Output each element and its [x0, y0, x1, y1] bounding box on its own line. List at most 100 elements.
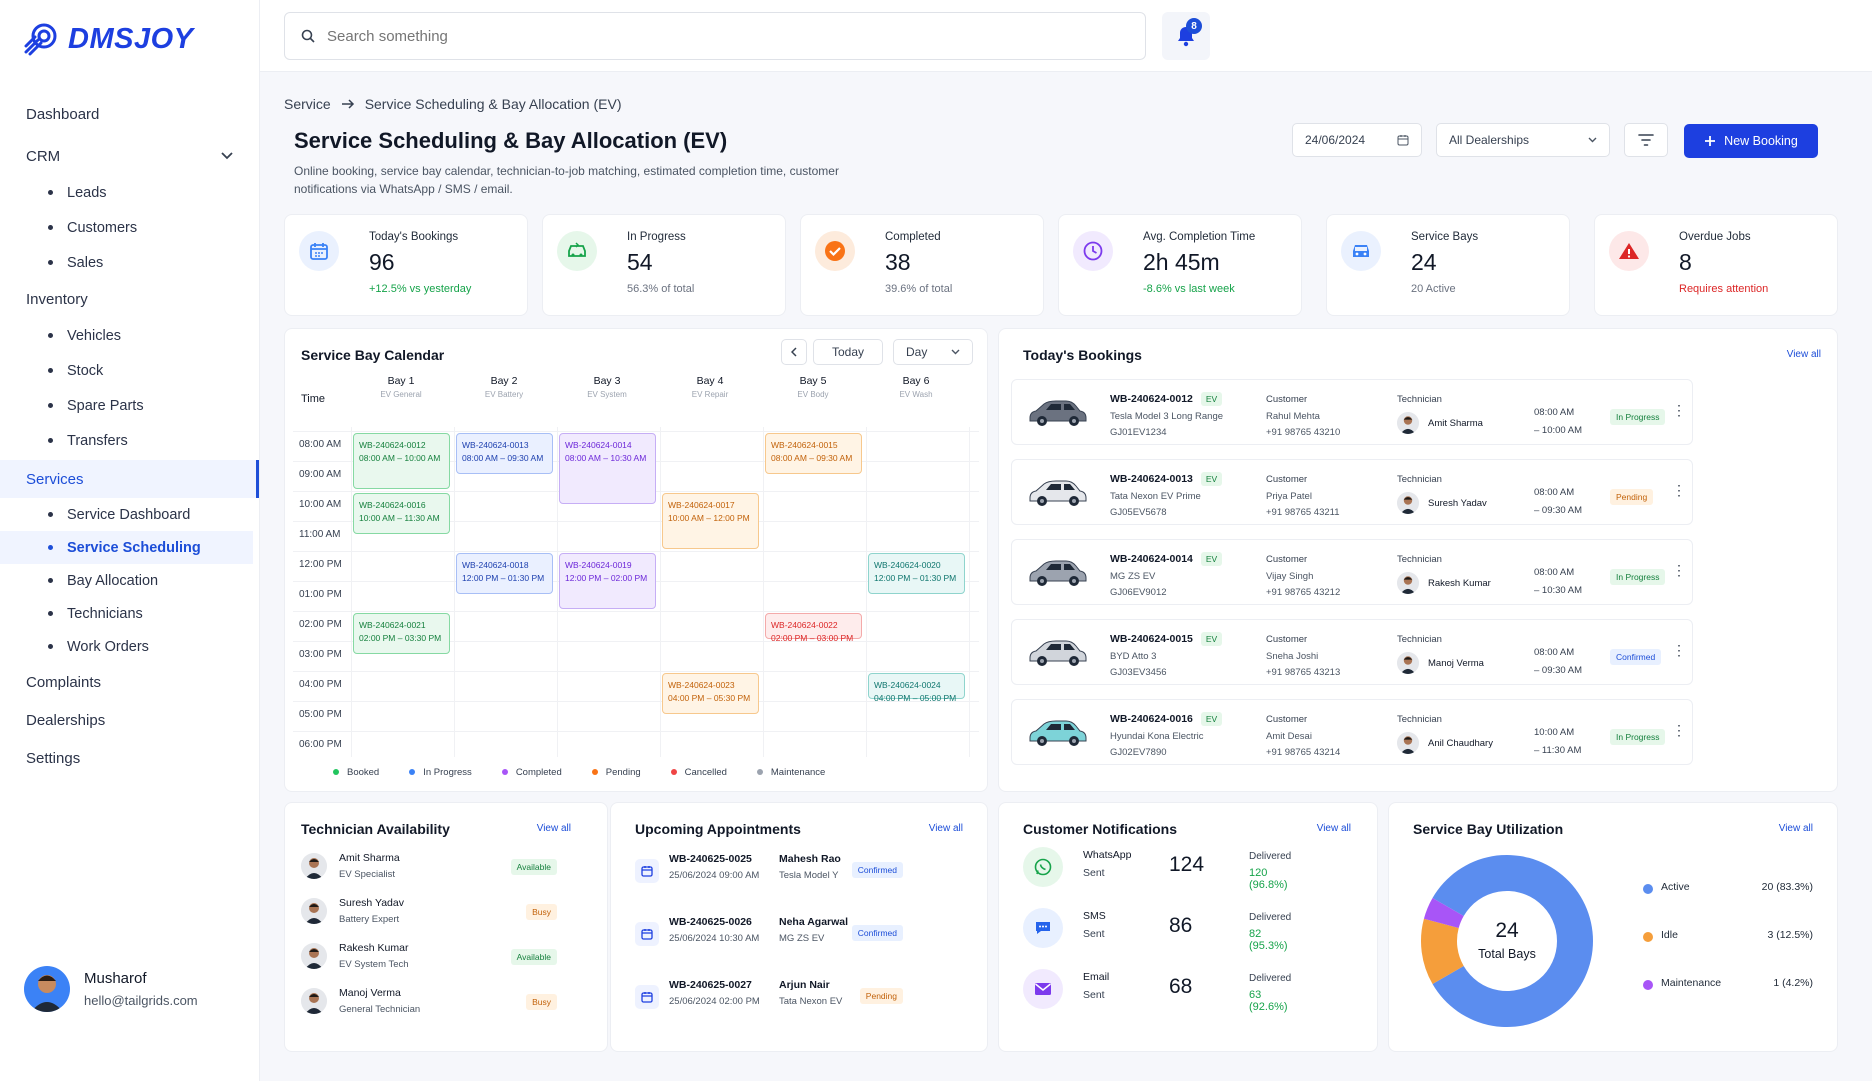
booking-row[interactable]: WB-240624-0016 EV Hyundai Kona Electric GJ0…	[1011, 699, 1693, 765]
calendar-view-select[interactable]: Day	[893, 339, 973, 365]
sidebar-item-work-orders[interactable]: Work Orders	[0, 630, 259, 663]
appointment-row[interactable]: WB-240625-0025 25/06/2024 09:00 AM Mahesh …	[635, 853, 903, 899]
user-profile[interactable]: Musharof hello@tailgrids.com	[24, 966, 198, 1012]
calendar-today-button[interactable]: Today	[813, 339, 883, 365]
breadcrumb-parent[interactable]: Service	[284, 96, 331, 112]
customer-name: Mahesh Rao	[779, 853, 841, 865]
notifications-button[interactable]: 8	[1162, 12, 1210, 60]
donut-slice-maintenance[interactable]	[1423, 898, 1464, 929]
technician-label: Technician	[1397, 634, 1442, 645]
calendar-prev-button[interactable]	[781, 339, 807, 365]
calendar-event[interactable]: WB-240624-0021 02:00 PM – 03:30 PM	[353, 613, 450, 654]
view-all-link[interactable]: View all	[1316, 823, 1351, 834]
search-box[interactable]	[284, 12, 1146, 60]
more-options-icon[interactable]: ⋮	[1672, 482, 1686, 498]
search-input[interactable]	[327, 27, 1107, 45]
calendar-event[interactable]: WB-240624-0016 10:00 AM – 11:30 AM	[353, 493, 450, 534]
view-all-link[interactable]: View all	[536, 823, 571, 834]
stat-card-completed[interactable]: Completed 38 39.6% of total	[800, 214, 1044, 316]
more-options-icon[interactable]: ⋮	[1672, 562, 1686, 578]
event-time: 08:00 AM – 09:30 AM	[462, 453, 544, 463]
sidebar-item-complaints[interactable]: Complaints	[0, 663, 259, 701]
legend-dot	[333, 769, 339, 775]
booking-row[interactable]: WB-240624-0012 EV Tesla Model 3 Long Range…	[1011, 379, 1693, 445]
calendar-event[interactable]: WB-240624-0013 08:00 AM – 09:30 AM	[456, 433, 553, 474]
calendar-event[interactable]: WB-240624-0019 12:00 PM – 02:00 PM	[559, 553, 656, 609]
bay-name: Bay 3	[593, 375, 621, 387]
more-options-icon[interactable]: ⋮	[1672, 402, 1686, 418]
technician-row[interactable]: Amit Sharma EV Specialist Available	[301, 849, 557, 889]
sidebar-item-service-scheduling[interactable]: Service Scheduling	[0, 531, 253, 564]
technician-row[interactable]: Manoj Verma General Technician Busy	[301, 984, 557, 1024]
notification-row[interactable]: WhatsApp Sent 124 Delivered 120 (96.8%)	[1023, 843, 1291, 891]
appointment-row[interactable]: WB-240625-0026 25/06/2024 10:30 AM Neha Ag…	[635, 916, 903, 962]
stat-card-in-progress[interactable]: In Progress 54 56.3% of total	[542, 214, 786, 316]
view-all-link[interactable]: View all	[1786, 349, 1821, 360]
customer-notifications-card: Customer Notifications View all WhatsApp…	[998, 802, 1378, 1052]
technician-name: Anil Chaudhary	[1428, 738, 1493, 749]
sidebar-item-customers[interactable]: Customers	[0, 210, 259, 245]
sidebar-item-service-dashboard[interactable]: Service Dashboard	[0, 498, 259, 531]
legend-label: Maintenance	[770, 767, 826, 778]
sidebar-item-technicians[interactable]: Technicians	[0, 597, 259, 630]
sidebar-item-stock[interactable]: Stock	[0, 353, 259, 388]
sidebar-item-sales[interactable]: Sales	[0, 245, 259, 280]
sidebar-item-settings[interactable]: Settings	[0, 739, 259, 777]
event-time: 10:00 AM – 11:30 AM	[359, 513, 440, 523]
avatar	[24, 966, 70, 1012]
more-options-icon[interactable]: ⋮	[1672, 642, 1686, 658]
bay-header: Bay 1 EV General	[351, 375, 451, 399]
sidebar-item-dealerships[interactable]: Dealerships	[0, 701, 259, 739]
appointment-row[interactable]: WB-240625-0027 25/06/2024 02:00 PM Arjun N…	[635, 979, 903, 1025]
calendar-event[interactable]: WB-240624-0023 04:00 PM – 05:30 PM	[662, 673, 759, 714]
booking-row[interactable]: WB-240624-0014 EV MG ZS EV GJ06EV9012 Custom…	[1011, 539, 1693, 605]
today-label: Today	[831, 345, 865, 359]
stat-card-todays-bookings[interactable]: Today's Bookings 96 +12.5% vs yesterday	[284, 214, 528, 316]
bay-type: EV Battery	[484, 390, 524, 399]
calendar-event[interactable]: WB-240624-0022 02:00 PM – 03:00 PM	[765, 613, 862, 643]
view-all-link[interactable]: View all	[1778, 823, 1813, 834]
donut-slice-active[interactable]	[1432, 855, 1593, 1027]
technician-row[interactable]: Rakesh Kumar EV System Tech Available	[301, 939, 557, 979]
calendar-event[interactable]: WB-240624-0017 10:00 AM – 12:00 PM	[662, 493, 759, 549]
booking-row[interactable]: WB-240624-0013 EV Tata Nexon EV Prime GJ05E…	[1011, 459, 1693, 525]
calendar-event[interactable]: WB-240624-0015 08:00 AM – 09:30 AM	[765, 433, 862, 474]
brand-logo[interactable]: DMSJOY	[24, 22, 193, 56]
sidebar-item-vehicles[interactable]: Vehicles	[0, 318, 259, 353]
legend-item: Booked	[333, 767, 379, 778]
sidebar-item-spare-parts[interactable]: Spare Parts	[0, 388, 259, 423]
donut-slice-idle[interactable]	[1421, 918, 1464, 984]
notification-row[interactable]: SMS Sent 86 Delivered 82 (95.3%)	[1023, 904, 1291, 952]
calendar-event[interactable]: WB-240624-0014 08:00 AM – 10:30 AM	[559, 433, 656, 504]
sidebar-item-crm[interactable]: CRM	[0, 137, 259, 175]
sidebar-item-bay-allocation[interactable]: Bay Allocation	[0, 564, 259, 597]
sidebar-item-transfers[interactable]: Transfers	[0, 423, 259, 458]
sidebar-item-dashboard[interactable]: Dashboard	[0, 95, 259, 133]
stat-card-overdue[interactable]: Overdue Jobs 8 Requires attention	[1594, 214, 1838, 316]
dealership-select[interactable]: All Dealerships	[1436, 123, 1610, 157]
new-booking-button[interactable]: New Booking	[1684, 124, 1818, 158]
sidebar-item-inventory[interactable]: Inventory	[0, 280, 259, 318]
booking-time-start: 08:00 AM	[1534, 647, 1575, 658]
view-all-link[interactable]: View all	[928, 823, 963, 834]
date-picker[interactable]: 24/06/2024	[1292, 123, 1422, 157]
sidebar-item-leads[interactable]: Leads	[0, 175, 259, 210]
time-label: 10:00 AM	[299, 499, 342, 510]
notification-row[interactable]: Email Sent 68 Delivered 63 (92.6%)	[1023, 965, 1291, 1013]
booking-time: 08:00 AM – 09:30 AM	[1534, 644, 1582, 680]
more-options-icon[interactable]: ⋮	[1672, 722, 1686, 738]
technician-row[interactable]: Suresh Yadav Battery Expert Busy	[301, 894, 557, 934]
calendar-event[interactable]: WB-240624-0024 04:00 PM – 05:00 PM	[868, 673, 965, 703]
ev-badge: EV	[1200, 552, 1223, 566]
calendar-event[interactable]: WB-240624-0018 12:00 PM – 01:30 PM	[456, 553, 553, 594]
calendar-event[interactable]: WB-240624-0020 12:00 PM – 01:30 PM	[868, 553, 965, 594]
stat-card-avg-completion[interactable]: Avg. Completion Time 2h 45m -8.6% vs las…	[1058, 214, 1302, 316]
sidebar-item-services[interactable]: Services	[0, 460, 259, 498]
bay-type: EV Wash	[899, 390, 933, 399]
filter-button[interactable]	[1624, 123, 1668, 157]
dealership-value: All Dealerships	[1449, 133, 1530, 147]
stat-card-service-bays[interactable]: Service Bays 24 20 Active	[1326, 214, 1570, 316]
booking-row[interactable]: WB-240624-0015 EV BYD Atto 3 GJ03EV3456 Cust…	[1011, 619, 1693, 685]
calendar-event[interactable]: WB-240624-0012 08:00 AM – 10:00 AM	[353, 433, 450, 489]
booking-time-end: – 09:30 AM	[1534, 665, 1583, 676]
